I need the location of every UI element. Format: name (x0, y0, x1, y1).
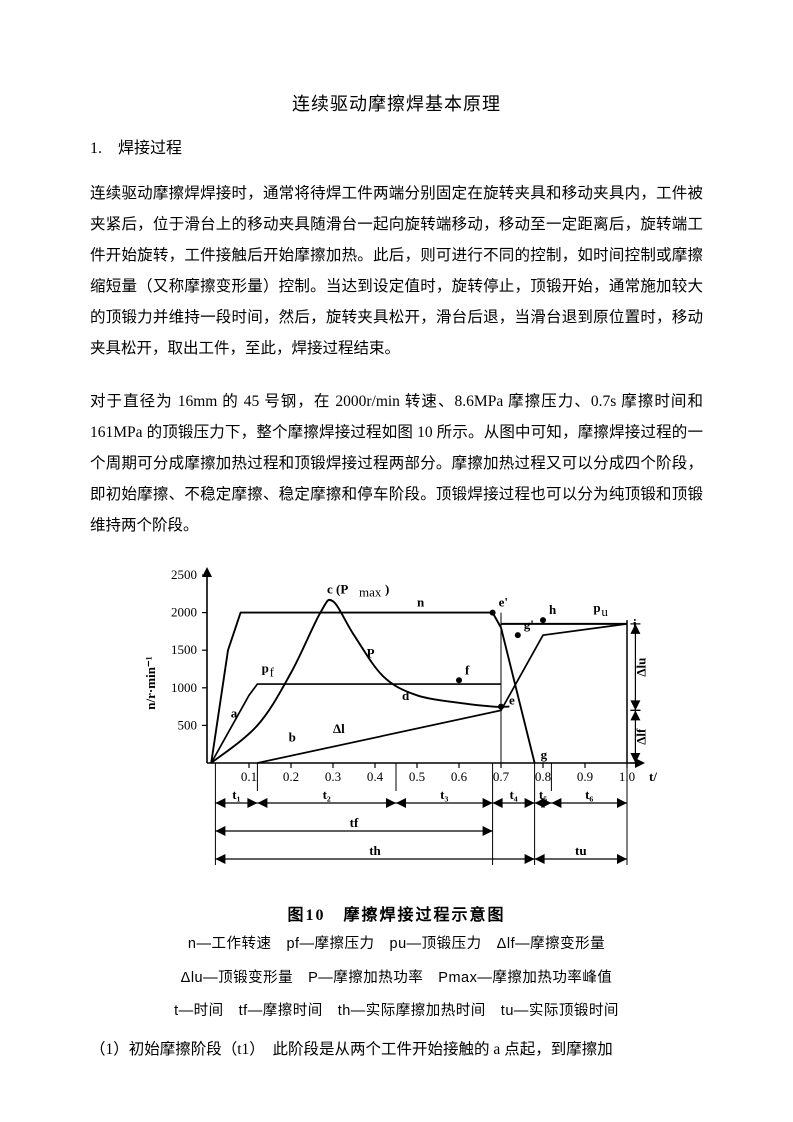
svg-text:tu: tu (575, 843, 587, 858)
svg-text:Δlu: Δlu (633, 658, 648, 677)
figure-10-chart: 0.10.20.30.40.50.60.70.80.91.05001000150… (137, 563, 657, 883)
svg-text:a: a (230, 706, 237, 721)
svg-text:2000: 2000 (171, 605, 197, 620)
svg-text:d: d (402, 688, 410, 703)
figure-legend-2: Δlu—顶锻变形量 P—摩擦加热功率 Pmax—摩擦加热功率峰值 (181, 965, 613, 993)
svg-text:1500: 1500 (171, 642, 197, 657)
svg-text:0.2: 0.2 (282, 769, 298, 784)
svg-text:t₃: t₃ (440, 787, 448, 802)
svg-text:t₁: t₁ (232, 787, 240, 802)
svg-text:Δl: Δl (333, 721, 345, 736)
svg-text:tf: tf (349, 815, 358, 830)
svg-text:u: u (601, 604, 608, 619)
svg-text:0.5: 0.5 (408, 769, 424, 784)
svg-text:0.6: 0.6 (450, 769, 467, 784)
svg-text:g': g' (523, 617, 533, 632)
section-heading: 1. 焊接过程 (90, 134, 703, 158)
svg-text:t₂: t₂ (322, 787, 330, 802)
paragraph-2: 对于直径为 16mm 的 45 号钢，在 2000r/min 转速、8.6MPa… (90, 386, 703, 541)
svg-text:t/s: t/s (649, 769, 657, 784)
svg-text:1000: 1000 (171, 680, 197, 695)
svg-text:Δlf: Δlf (633, 728, 648, 745)
svg-text:P: P (366, 646, 374, 661)
svg-text:t₆: t₆ (585, 787, 593, 802)
svg-text:e: e (509, 693, 515, 708)
svg-text:c (P: c (P (327, 581, 348, 596)
figure-10: 0.10.20.30.40.50.60.70.80.91.05001000150… (90, 563, 703, 1026)
page: 连续驱动摩擦焊基本原理 1. 焊接过程 连续驱动摩擦焊焊接时，通常将待焊工件两端… (0, 0, 793, 1122)
svg-text:): ) (385, 581, 389, 596)
svg-text:g: g (540, 747, 547, 762)
svg-text:0.4: 0.4 (366, 769, 383, 784)
figure-caption: 图10 摩擦焊接过程示意图 (287, 901, 505, 925)
svg-text:f: f (465, 662, 470, 677)
svg-text:b: b (288, 729, 295, 744)
svg-text:p: p (593, 600, 600, 615)
svg-text:f: f (269, 665, 274, 680)
svg-text:th: th (369, 843, 381, 858)
svg-text:t₄: t₄ (509, 787, 517, 802)
svg-text:n: n (417, 595, 425, 610)
page-title: 连续驱动摩擦焊基本原理 (90, 90, 703, 116)
svg-text:0.7: 0.7 (492, 769, 509, 784)
svg-text:h: h (549, 602, 557, 617)
svg-text:0.3: 0.3 (324, 769, 340, 784)
svg-text:0.8: 0.8 (534, 769, 550, 784)
svg-text:0.9: 0.9 (576, 769, 592, 784)
svg-text:2500: 2500 (171, 567, 197, 582)
svg-text:e': e' (498, 595, 507, 610)
paragraph-1: 连续驱动摩擦焊焊接时，通常将待焊工件两端分别固定在旋转夹具和移动夹具内，工件被夹… (90, 178, 703, 364)
svg-text:n/r·min⁻¹: n/r·min⁻¹ (143, 656, 158, 709)
svg-text:t₅: t₅ (538, 787, 546, 802)
svg-text:max: max (359, 584, 382, 599)
figure-legend-1: n—工作转速 pf—摩擦压力 pu—顶锻压力 Δlf—摩擦变形量 (188, 931, 605, 959)
paragraph-3: （1）初始摩擦阶段（t1） 此阶段是从两个工件开始接触的 a 点起，到摩擦加 (90, 1034, 703, 1065)
svg-text:0.1: 0.1 (240, 769, 256, 784)
svg-text:500: 500 (177, 717, 197, 732)
figure-legend-3: t—时间 tf—摩擦时间 th—实际摩擦加热时间 tu—实际顶锻时间 (174, 998, 619, 1026)
svg-text:p: p (261, 661, 268, 676)
